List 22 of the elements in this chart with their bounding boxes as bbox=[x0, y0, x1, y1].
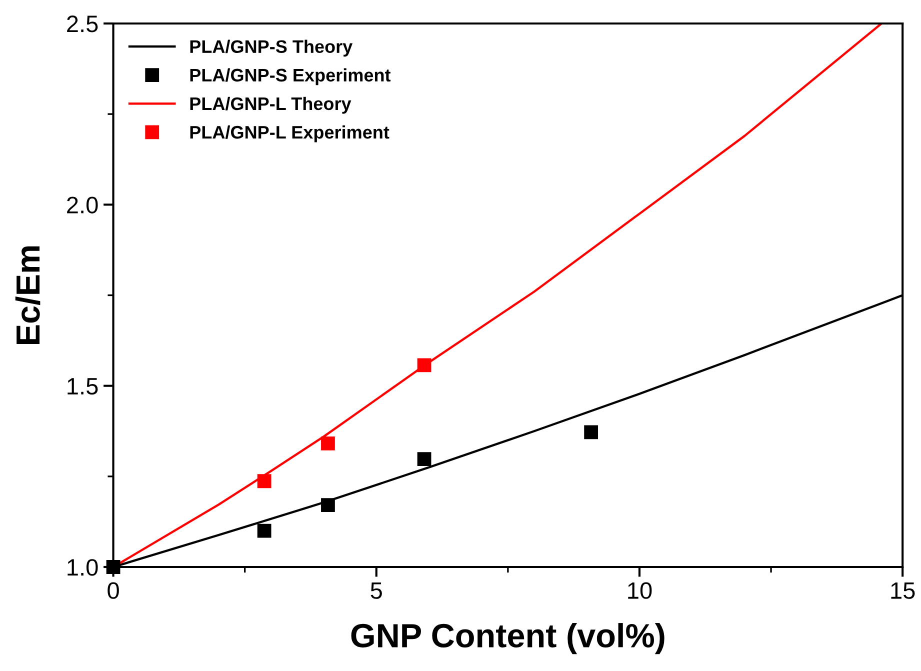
point bbox=[106, 560, 120, 574]
point bbox=[417, 452, 432, 466]
x-tick-label: 0 bbox=[108, 582, 119, 599]
legend-label: PLA/GNP-S Experiment bbox=[190, 68, 391, 86]
y-tick-label: 1.5 bbox=[68, 378, 98, 395]
x-tick-label: 15 bbox=[891, 582, 915, 599]
y-tick-label: 2.0 bbox=[67, 196, 98, 214]
legend-label: PLA/GNP-L Experiment bbox=[190, 125, 390, 142]
y-axis-title: Ec/Em bbox=[15, 246, 40, 344]
point bbox=[257, 524, 272, 538]
y-tick-label: 2.5 bbox=[67, 16, 98, 32]
legend-label: PLA/GNP-S Theory bbox=[190, 40, 353, 57]
y-tick-label: 1.0 bbox=[68, 559, 98, 576]
x-tick-label: 5 bbox=[370, 582, 382, 599]
x-tick-label: 10 bbox=[628, 582, 652, 599]
point bbox=[257, 474, 272, 488]
point bbox=[417, 358, 432, 372]
point bbox=[321, 498, 335, 512]
x-axis-title: GNP Content (vol%) bbox=[351, 623, 664, 654]
point bbox=[321, 436, 335, 450]
legend-label: PLA/GNP-L Theory bbox=[190, 96, 352, 114]
point bbox=[584, 425, 598, 440]
